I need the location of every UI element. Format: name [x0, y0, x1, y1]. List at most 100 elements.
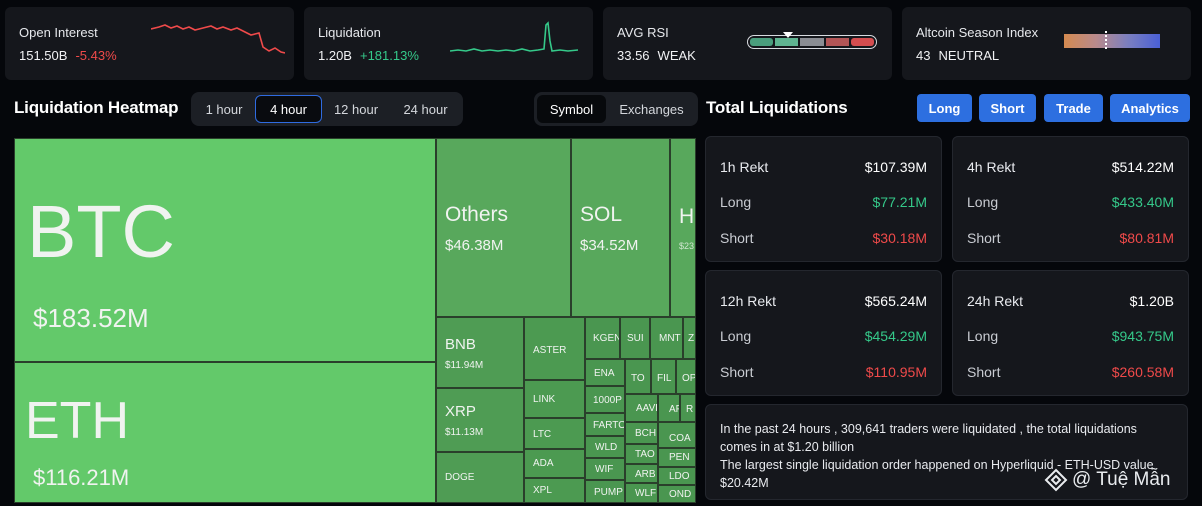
tile-1000p[interactable]: 1000P	[585, 386, 625, 413]
tile-farto-symbol: FARTO	[593, 420, 625, 431]
rsi-gauge-marker-icon	[783, 32, 793, 38]
rekt-24h-short: $260.58M	[1111, 364, 1174, 380]
tile-sui[interactable]: SUI	[620, 317, 650, 359]
tile-link[interactable]: LINK	[524, 380, 585, 418]
trade-button[interactable]: Trade	[1044, 94, 1103, 122]
tile-r[interactable]: R	[680, 394, 696, 422]
tile-others-symbol: Others	[445, 203, 509, 226]
tab-12-hour[interactable]: 12 hour	[333, 101, 379, 117]
rekt-1h-title: 1h Rekt	[720, 159, 769, 175]
tile-kgen[interactable]: KGEN	[585, 317, 620, 359]
stat-card-open-interest[interactable]: Open Interest 151.50B -5.43%	[5, 7, 294, 80]
tile-to[interactable]: TO	[625, 359, 651, 394]
tab-1-hour[interactable]: 1 hour	[205, 101, 243, 117]
tile-op[interactable]: OP	[676, 359, 696, 394]
tile-xrp[interactable]: XRP $11.13M	[436, 388, 524, 452]
tile-link-symbol: LINK	[533, 394, 556, 405]
tile-pump[interactable]: PUMP	[585, 480, 625, 503]
tile-hype-amount: $23	[679, 241, 695, 251]
liquidation-label: Liquidation	[318, 25, 381, 40]
tab-exchanges[interactable]: Exchanges	[619, 101, 684, 117]
altcoin-season-gauge	[1064, 34, 1160, 48]
short-button[interactable]: Short	[979, 94, 1036, 122]
tile-pen[interactable]: PEN	[658, 448, 696, 467]
tile-tao-symbol: TAO	[635, 449, 655, 460]
tile-ena[interactable]: ENA	[585, 359, 625, 386]
tab-4-hour[interactable]: 4 hour	[255, 95, 322, 123]
tile-mnt-symbol: MNT	[659, 333, 681, 344]
stat-card-liquidation[interactable]: Liquidation 1.20B +181.13%	[304, 7, 593, 80]
tile-kgen-symbol: KGEN	[593, 333, 620, 344]
tile-wif-symbol: WIF	[595, 464, 614, 475]
tile-others[interactable]: Others $46.38M	[436, 138, 571, 317]
altcoin-season-marker	[1105, 31, 1107, 51]
tab-24-hour[interactable]: 24 hour	[403, 101, 448, 117]
tile-wif[interactable]: WIF	[585, 458, 625, 480]
rekt-24h-total: $1.20B	[1129, 293, 1174, 309]
tile-tao[interactable]: TAO	[625, 444, 658, 464]
altcoin-season-label: Altcoin Season Index	[916, 25, 1039, 40]
rekt-12h-long: $454.29M	[864, 328, 927, 344]
view-tabs: Symbol Exchanges	[534, 92, 698, 126]
rekt-12h-title: 12h Rekt	[720, 293, 777, 309]
tile-xrp-amount: $11.13M	[445, 427, 484, 438]
rekt-card-24h: 24h Rekt $1.20B Long $943.75M Short $260.58…	[952, 270, 1189, 396]
tile-bnb-amount: $11.94M	[445, 360, 484, 371]
tile-ada[interactable]: ADA	[524, 449, 585, 478]
tile-bch[interactable]: BCH	[625, 422, 658, 444]
tile-bch-symbol: BCH	[635, 428, 657, 439]
tile-wld[interactable]: WLD	[585, 436, 625, 458]
rekt-4h-total: $514.22M	[1111, 159, 1174, 175]
tile-z[interactable]: Z	[683, 317, 696, 359]
stat-card-altcoin-season[interactable]: Altcoin Season Index 43 NEUTRAL	[902, 7, 1191, 80]
rekt-4h-long: $433.40M	[1111, 194, 1174, 210]
tile-btc-symbol: BTC	[27, 190, 175, 273]
long-button[interactable]: Long	[917, 94, 972, 122]
tile-ltc[interactable]: LTC	[524, 418, 585, 449]
tile-btc-amount: $183.52M	[33, 303, 149, 333]
tile-arb[interactable]: ARB	[625, 464, 658, 483]
avg-rsi-label: AVG RSI	[617, 25, 669, 40]
tile-af[interactable]: AF	[658, 394, 680, 422]
tile-coa-symbol: COA	[669, 433, 691, 444]
liquidation-sparkline	[450, 21, 578, 52]
tile-aave[interactable]: AAVE	[625, 394, 658, 422]
analytics-button[interactable]: Analytics	[1110, 94, 1190, 122]
tile-ond-symbol: OND	[669, 489, 692, 500]
tile-eth-symbol: ETH	[25, 392, 129, 450]
tile-af-symbol: AF	[669, 404, 679, 415]
tile-farto[interactable]: FARTO	[585, 413, 625, 436]
rekt-1h-long-label: Long	[720, 194, 752, 210]
tile-coa[interactable]: COA	[658, 422, 696, 448]
tile-bnb[interactable]: BNB $11.94M	[436, 317, 524, 388]
open-interest-label: Open Interest	[19, 25, 98, 40]
tile-xpl[interactable]: XPL	[524, 478, 585, 503]
tab-symbol[interactable]: Symbol	[537, 95, 606, 123]
tile-ond[interactable]: OND	[658, 485, 696, 503]
tile-pump-symbol: PUMP	[594, 487, 623, 498]
rekt-12h-short: $110.95M	[865, 364, 927, 380]
rekt-card-12h: 12h Rekt $565.24M Long $454.29M Short $110.…	[705, 270, 942, 396]
rekt-1h-long: $77.21M	[872, 194, 927, 210]
tile-eth[interactable]: ETH $116.21M	[14, 362, 436, 503]
tile-fil[interactable]: FIL	[651, 359, 676, 394]
rekt-24h-title: 24h Rekt	[967, 293, 1024, 309]
rekt-24h-short-label: Short	[967, 364, 1001, 380]
tile-aster[interactable]: ASTER	[524, 317, 585, 380]
tile-sol[interactable]: SOL $34.52M	[571, 138, 670, 317]
tile-mnt[interactable]: MNT	[650, 317, 683, 359]
tile-r-symbol: R	[686, 404, 694, 415]
tile-doge[interactable]: DOGE	[436, 452, 524, 503]
rekt-card-1h: 1h Rekt $107.39M Long $77.21M Short $30.18M	[705, 136, 942, 262]
tile-btc[interactable]: BTC $183.52M	[14, 138, 436, 362]
liquidation-change: +181.13%	[359, 48, 419, 63]
tile-aave-symbol: AAVE	[636, 403, 657, 414]
tile-wlfi[interactable]: WLFI	[625, 483, 658, 503]
rekt-12h-total: $565.24M	[864, 293, 927, 309]
rekt-4h-short-label: Short	[967, 230, 1001, 246]
summary-line-2: The largest single liquidation order hap…	[720, 458, 1154, 490]
stat-card-avg-rsi[interactable]: AVG RSI 33.56 WEAK	[603, 7, 892, 80]
tile-eth-amount: $116.21M	[33, 465, 130, 490]
tile-hype[interactable]: H $23	[670, 138, 696, 317]
tile-ldo[interactable]: LDO	[658, 467, 696, 485]
